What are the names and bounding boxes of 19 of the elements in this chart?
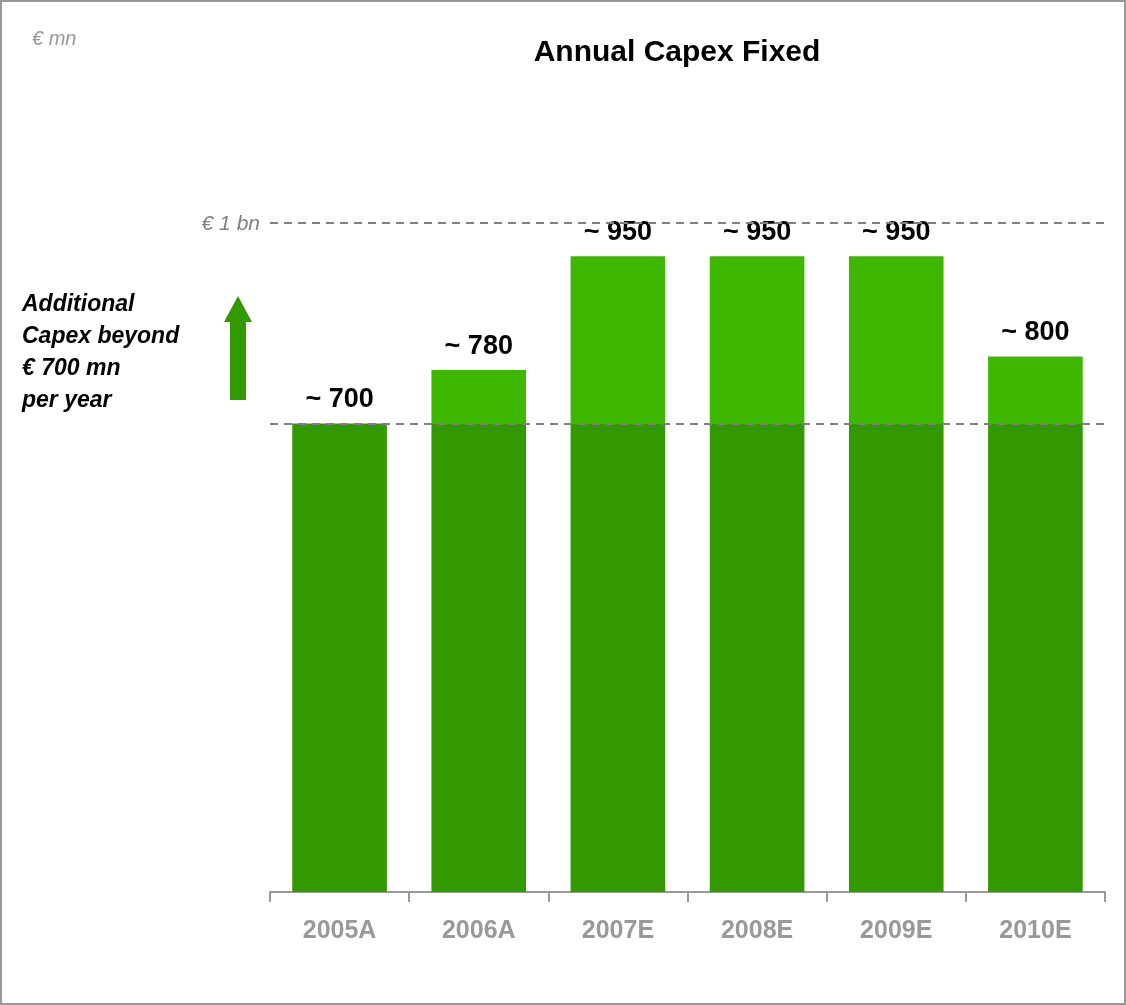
x-tick-label: 2008E [720,914,794,943]
bar [988,356,1083,892]
bar [848,256,944,892]
chart-title: Annual Capex Fixed [533,33,821,67]
text: € mn [32,27,77,49]
data-label: ~ 800 [1001,316,1070,347]
x-tick-label: 2005A [302,914,377,943]
bar [570,256,666,892]
bar [709,256,805,892]
x-tick-label: 2007E [581,914,655,943]
x-tick-label: 2010E [999,914,1072,943]
ref-line-label: € 1 bn [201,211,260,235]
data-label: ~ 700 [305,383,374,414]
data-label: ~ 780 [444,329,513,360]
text: Additional Capex beyond € 700 mn per year [21,290,181,412]
bar [431,370,527,892]
x-tick-label: 2009E [860,914,933,943]
bar [292,423,387,892]
x-tick-label: 2006A [441,914,516,943]
